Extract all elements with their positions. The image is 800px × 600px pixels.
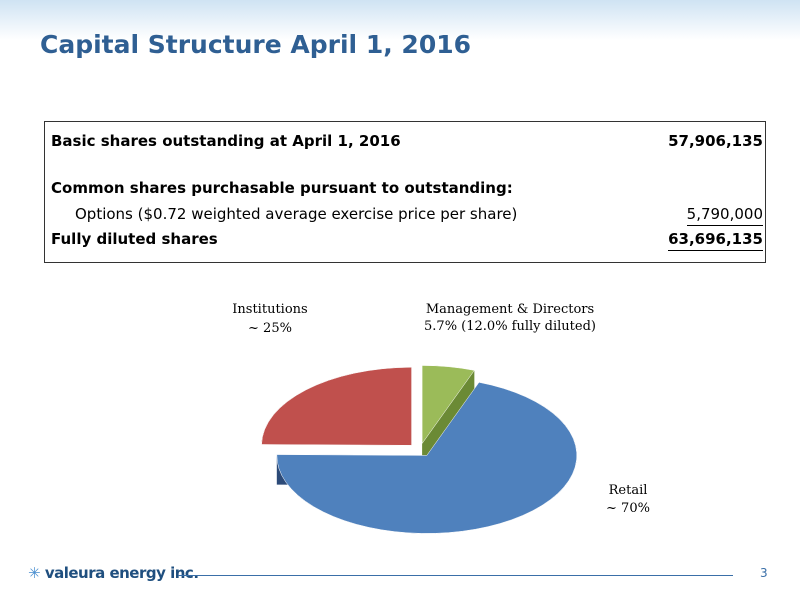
row-value: 63,696,135: [668, 228, 763, 251]
page-number: 3: [760, 566, 768, 580]
row-label: Options ($0.72 weighted average exercise…: [75, 205, 518, 223]
slice-label: Retail: [609, 483, 648, 498]
row-label: Basic shares outstanding at April 1, 201…: [51, 132, 401, 150]
footer-line: [178, 575, 733, 576]
table-row: Fully diluted shares 63,696,135: [51, 228, 763, 251]
table-row: Basic shares outstanding at April 1, 201…: [51, 130, 763, 152]
pie-tops: [261, 365, 578, 534]
slice-value-label: ~ 70%: [606, 501, 650, 516]
table-row: Common shares purchasable pursuant to ou…: [51, 177, 763, 199]
row-label: Fully diluted shares: [51, 230, 218, 248]
logo-icon: ✳: [28, 564, 41, 582]
row-label: Common shares purchasable pursuant to ou…: [51, 179, 513, 197]
header-band: [0, 0, 800, 40]
slice-label: Institutions: [232, 302, 307, 317]
slice-label: Management & Directors: [426, 302, 594, 317]
row-value: 57,906,135: [668, 132, 763, 150]
title: Capital Structure April 1, 2016: [40, 30, 472, 59]
slice-value-label: 5.7% (12.0% fully diluted): [424, 319, 596, 334]
logo: ✳ valeura energy inc.: [28, 564, 199, 582]
slice-value-label: ~ 25%: [248, 321, 292, 336]
table-row: Options ($0.72 weighted average exercise…: [51, 203, 763, 226]
pie-slice: [276, 382, 578, 534]
capital-table: Basic shares outstanding at April 1, 201…: [44, 121, 766, 263]
logo-text: valeura energy inc.: [44, 564, 199, 582]
pie-slice: [421, 365, 475, 445]
pie-slice: [261, 367, 412, 446]
row-value: 5,790,000: [686, 203, 763, 226]
